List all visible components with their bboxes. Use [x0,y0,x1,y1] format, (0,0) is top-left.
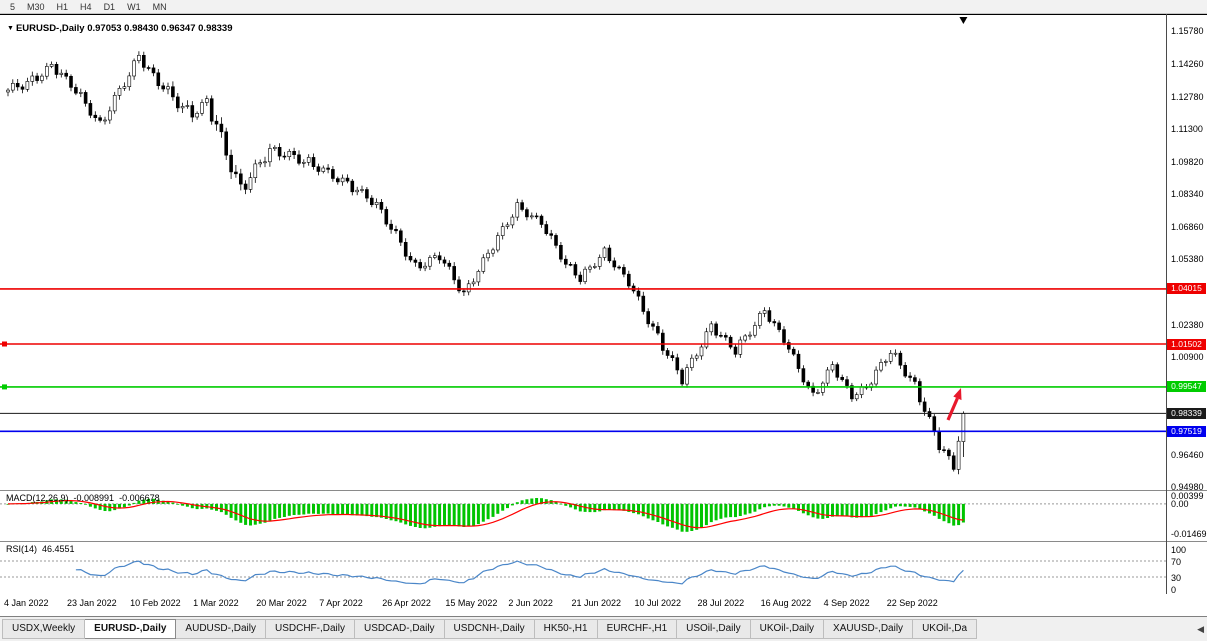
price-axis-label: 1.08340 [1171,189,1204,200]
date-axis-label: 22 Sep 2022 [886,598,938,608]
chart-tab-hk50-h1[interactable]: HK50-,H1 [534,619,598,639]
date-axis-label: 10 Feb 2022 [130,598,181,608]
rsi-axis-label: 100 [1171,544,1187,555]
macd-indicator-label: MACD(12,26,9) -0.008991 -0.006678 [6,493,165,503]
chart-tab-eurchf-h1[interactable]: EURCHF-,H1 [597,619,678,639]
rsi-axis-label: 30 [1171,572,1182,583]
date-axis-label: 26 Apr 2022 [382,598,431,608]
macd-panel-canvas[interactable] [0,491,1207,542]
date-axis-label: 23 Jan 2022 [67,598,117,608]
main-chart-canvas[interactable] [0,14,1207,491]
chart-tab-xauusd-daily[interactable]: XAUUSD-,Daily [824,619,914,639]
price-axis-label: 0.96460 [1171,449,1204,460]
price-axis-label: 1.14260 [1171,59,1204,70]
date-axis[interactable]: 4 Jan 2022 23 Jan 2022 10 Feb 2022 1 Mar 20… [0,594,1207,616]
timeframe-toolbar: 5 M30 H1 H4 D1 W1 MN [0,0,1207,14]
price-level-tag: 1.01502 [1167,338,1206,350]
chart-tab-eurusd-daily[interactable]: EURUSD-,Daily [85,619,177,639]
date-axis-label: 10 Jul 2022 [634,598,682,608]
rsi-axis-label: 70 [1171,556,1182,567]
macd-axis-label: 0.00 [1171,499,1189,510]
chart-tabs-bar: USDX,Weekly EURUSD-,Daily AUDUSD-,Daily USD… [0,616,1207,641]
date-axis-label: 4 Jan 2022 [4,598,49,608]
chart-ohlc-values: 0.97053 0.98430 0.96347 0.98339 [87,23,233,34]
date-axis-label: 15 May 2022 [445,598,498,608]
price-axis-label: 1.00900 [1171,352,1204,363]
chart-tab-ukoil-daily[interactable]: UKOil-,Daily [750,619,825,639]
chart-tab-ukoil-da[interactable]: UKOil-,Da [913,619,978,639]
timeframe-button-5[interactable]: 5 [10,1,16,12]
panel-separator [0,490,1207,491]
date-axis-label: 16 Aug 2022 [760,598,812,608]
timeframe-button-h4[interactable]: H4 [80,1,92,12]
date-axis-label: 21 Jun 2022 [571,598,621,608]
date-axis-label: 28 Jul 2022 [697,598,745,608]
chart-tab-usoil-daily[interactable]: USOil-,Daily [677,619,751,639]
timeframe-button-w1[interactable]: W1 [127,1,141,12]
collapse-icon[interactable]: ▼ [7,25,14,32]
price-axis-label: 0.94980 [1171,481,1204,492]
macd-axis-label: 0.00399 [1171,491,1204,502]
macd-signal-value: -0.006678 [119,493,160,503]
price-level-tag: 0.98339 [1167,407,1206,419]
chart-area: ▼ EURUSD-,Daily 0.97053 0.98430 0.96347 0… [0,14,1207,616]
rsi-indicator-label: RSI(14) 46.4551 [6,544,80,554]
macd-axis-label: -0.01469 [1171,528,1207,539]
date-axis-label: 2 Jun 2022 [508,598,553,608]
macd-name: MACD(12,26,9) [6,493,69,503]
date-axis-label: 4 Sep 2022 [823,598,870,608]
price-level-tag: 0.97519 [1167,425,1206,437]
chart-tab-list: USDX,Weekly EURUSD-,Daily AUDUSD-,Daily USD… [2,619,978,639]
panel-separator [0,541,1207,542]
timeframe-button-mn[interactable]: MN [152,1,167,12]
arrow-annotation[interactable] [946,397,959,421]
price-axis-label: 1.06860 [1171,221,1204,232]
chart-tab-usdcnh-daily[interactable]: USDCNH-,Daily [444,619,535,639]
macd-value: -0.008991 [73,493,115,503]
rsi-axis-label: 0 [1171,584,1177,595]
date-axis-label: 7 Apr 2022 [319,598,363,608]
timeframe-button-h1[interactable]: H1 [56,1,69,12]
chart-tab-audusd-daily[interactable]: AUDUSD-,Daily [176,619,266,639]
chart-title: ▼ EURUSD-,Daily 0.97053 0.98430 0.96347 0… [7,23,232,34]
rsi-value: 46.4551 [42,544,75,554]
price-axis-label: 1.02380 [1171,319,1204,330]
timeframe-button-d1[interactable]: D1 [103,1,116,12]
date-axis-label: 1 Mar 2022 [193,598,239,608]
chart-tab-usdcad-daily[interactable]: USDCAD-,Daily [354,619,445,639]
tab-scroll-left-icon[interactable]: ◀ [1197,624,1204,634]
candle-position-marker-icon [959,17,968,24]
date-axis-label: 20 Mar 2022 [256,598,307,608]
chart-tab-usdx-weekly[interactable]: USDX,Weekly [2,619,86,639]
price-axis-label: 1.11300 [1171,124,1203,135]
price-level-tag: 0.99547 [1167,381,1206,393]
chart-tab-usdchf-daily[interactable]: USDCHF-,Daily [265,619,355,639]
price-axis-separator [1166,14,1167,616]
timeframe-button-m30[interactable]: M30 [27,1,45,12]
price-axis-label: 1.12780 [1171,91,1204,102]
arrow-annotation-head [953,388,962,401]
price-level-tag: 1.04015 [1167,283,1206,295]
price-axis-label: 1.05380 [1171,253,1204,264]
price-axis-label: 1.09820 [1171,156,1204,167]
price-axis-label: 1.15780 [1171,26,1204,36]
rsi-name: RSI(14) [6,544,38,554]
chart-symbol: EURUSD-,Daily [15,23,85,34]
rsi-panel-canvas[interactable] [0,542,1207,594]
